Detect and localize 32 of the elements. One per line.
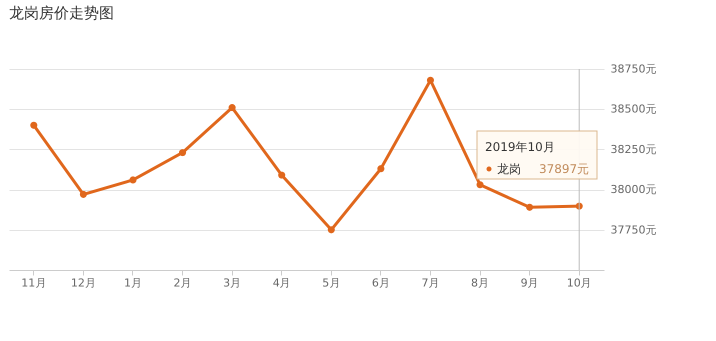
point — [179, 149, 186, 156]
x-tick-label: 5月 — [322, 276, 340, 290]
point — [278, 172, 286, 179]
point — [526, 204, 534, 211]
x-tick-label: 9月 — [520, 276, 539, 290]
data-label: 37897元 — [539, 162, 590, 176]
x-tick-label: 10月 — [566, 276, 592, 290]
point — [476, 181, 484, 188]
point — [228, 104, 236, 112]
x-tick-label: 6月 — [372, 276, 390, 290]
chart-title: 龙岗房价走势图 — [9, 4, 114, 22]
point — [80, 190, 87, 198]
x-tick-label: 11月 — [21, 276, 46, 290]
x-tick-label: 1月 — [124, 276, 142, 290]
y-tick-label: 38500元 — [610, 102, 656, 116]
point — [377, 165, 384, 172]
x-tick-label: 3月 — [223, 276, 242, 290]
x-tick-label: 8月 — [471, 276, 490, 290]
x-tick-label: 12月 — [70, 276, 96, 290]
point — [129, 176, 136, 184]
x-tick-label: 7月 — [421, 276, 440, 290]
y-tick-label: 38000元 — [610, 183, 656, 196]
y-tick-label: 38750元 — [610, 62, 656, 76]
legend-label: 龙岗 — [497, 162, 521, 176]
point — [30, 122, 38, 129]
point — [328, 226, 335, 234]
y-tick-label: 37750元 — [610, 223, 656, 236]
point — [426, 76, 434, 84]
x-tick-label: 2月 — [174, 276, 192, 290]
x-tick-label: 4月 — [272, 276, 291, 290]
annotation: 2019年10月 — [485, 140, 555, 154]
y-tick-label: 38250元 — [610, 142, 656, 156]
